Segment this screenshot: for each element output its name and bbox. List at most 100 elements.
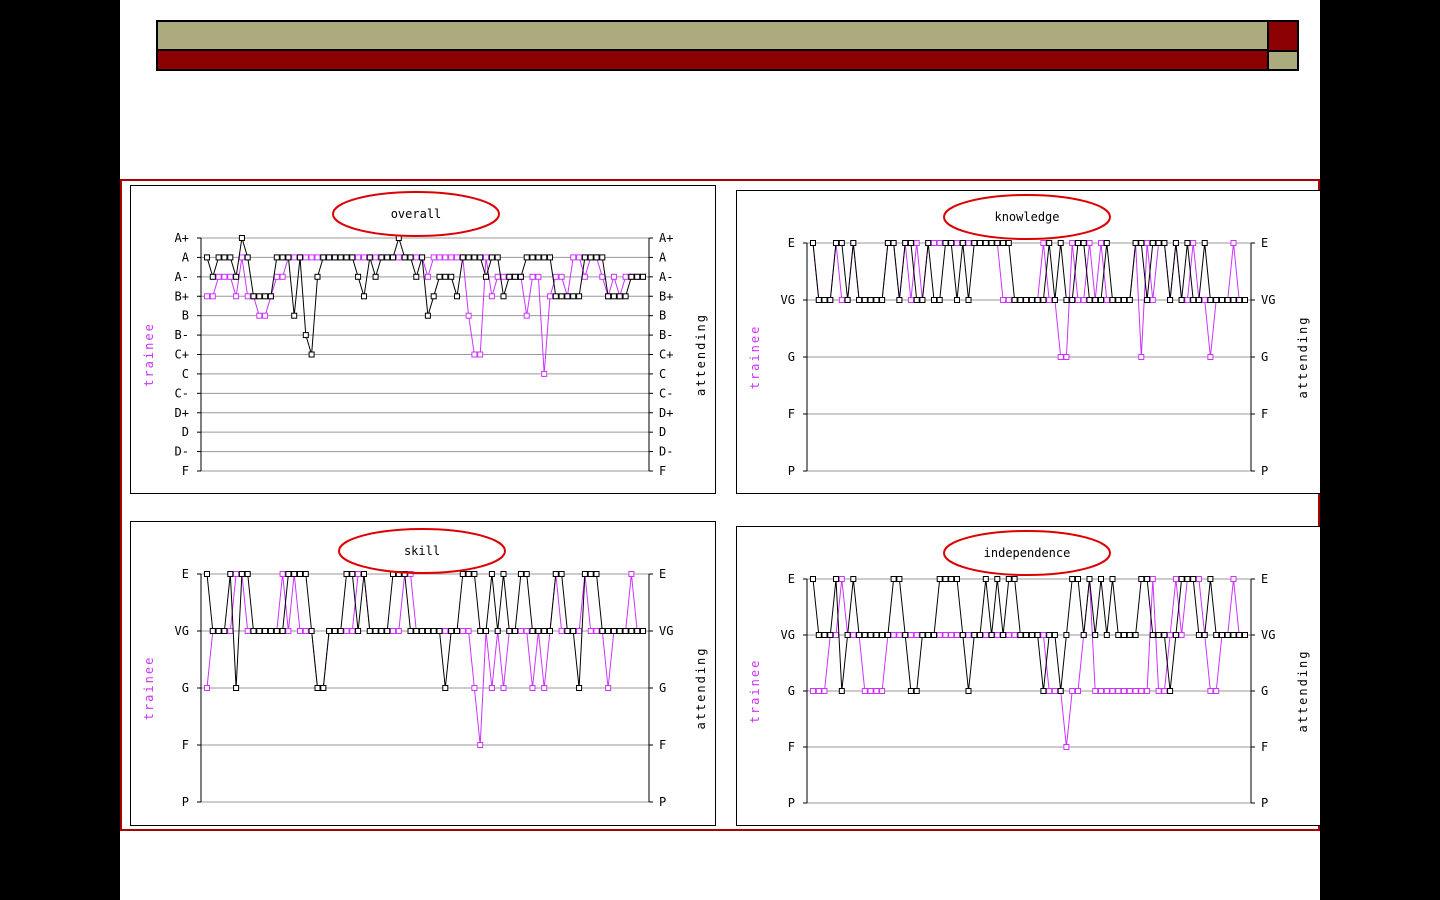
data-point-attending <box>959 632 966 638</box>
data-point-trainee <box>209 293 216 300</box>
data-point-trainee <box>529 273 536 280</box>
data-point-attending <box>465 571 472 577</box>
data-point-attending <box>810 240 816 246</box>
data-point-trainee <box>936 240 943 246</box>
data-point-trainee <box>1069 240 1076 246</box>
data-point-trainee <box>1098 688 1104 694</box>
data-point-trainee <box>390 628 396 634</box>
data-point-attending <box>844 297 851 303</box>
data-point-attending <box>512 273 519 280</box>
axis-label-attending: attending <box>1296 649 1310 732</box>
data-point-attending <box>209 273 216 280</box>
data-point-attending <box>297 254 303 261</box>
tick-label-left: E <box>788 236 795 250</box>
data-point-attending <box>262 293 269 300</box>
data-point-attending <box>640 273 646 280</box>
chart-overall: A+ A+ A A A- A- B+ B+ B B B- B- C+ C+ C C C- C- D+ D+ D D D- D-… <box>142 191 708 478</box>
data-point-trainee <box>1149 576 1156 582</box>
data-point-attending <box>465 254 472 261</box>
tick-label-left: E <box>182 567 189 581</box>
data-point-attending <box>442 685 449 691</box>
data-point-trainee <box>1011 632 1018 638</box>
axis-label-attending: attending <box>694 646 708 729</box>
data-point-attending <box>407 254 414 261</box>
data-point-trainee <box>1051 688 1058 694</box>
data-point-attending <box>1005 576 1012 582</box>
data-point-trainee <box>1086 240 1093 246</box>
data-point-trainee <box>1195 576 1202 582</box>
data-point-attending <box>838 688 845 694</box>
data-point-attending <box>1023 632 1030 638</box>
data-point-attending <box>1236 632 1243 638</box>
data-point-attending <box>413 273 420 280</box>
tick-label-left: E <box>788 572 795 586</box>
data-point-trainee <box>954 240 960 246</box>
data-point-attending <box>1219 632 1225 638</box>
data-point-attending <box>1011 297 1018 303</box>
tick-label-left: G <box>788 684 795 698</box>
data-point-attending <box>523 571 530 577</box>
data-point-attending <box>372 273 379 280</box>
data-point-attending <box>366 628 373 634</box>
data-point-attending <box>1034 632 1041 638</box>
data-point-attending <box>361 571 367 577</box>
data-point-attending <box>291 312 298 319</box>
data-point-attending <box>448 628 455 634</box>
data-point-trainee <box>942 632 949 638</box>
data-point-attending <box>1207 576 1214 582</box>
data-point-attending <box>215 628 222 634</box>
data-point-attending <box>326 254 333 261</box>
data-point-attending <box>384 628 391 634</box>
axis-label-attending: attending <box>694 313 708 396</box>
data-point-trainee <box>204 293 210 300</box>
data-point-trainee <box>1046 688 1053 694</box>
axis-label-trainee: trainee <box>142 322 156 387</box>
data-point-trainee <box>233 293 240 300</box>
data-point-trainee <box>873 688 880 694</box>
data-point-trainee <box>1063 744 1070 750</box>
data-point-attending <box>587 254 594 261</box>
data-point-trainee <box>1080 297 1087 303</box>
data-point-trainee <box>896 632 903 638</box>
data-point-attending <box>1149 632 1156 638</box>
data-point-attending <box>879 297 886 303</box>
data-point-trainee <box>355 571 362 577</box>
data-point-attending <box>547 628 553 634</box>
data-point-attending <box>576 685 583 691</box>
data-point-attending <box>1063 297 1070 303</box>
data-point-trainee <box>936 632 943 638</box>
data-point-attending <box>337 254 344 261</box>
data-point-attending <box>424 312 431 319</box>
tick-label-right: C <box>659 367 666 381</box>
data-point-attending <box>570 628 577 634</box>
tick-label-right: A <box>659 250 667 264</box>
data-point-attending <box>815 297 822 303</box>
data-point-trainee <box>1161 688 1168 694</box>
data-point-attending <box>552 571 559 577</box>
tick-label-right: C+ <box>659 348 673 362</box>
data-point-attending <box>628 273 635 280</box>
data-point-attending <box>856 297 863 303</box>
data-point-attending <box>314 273 321 280</box>
data-point-attending <box>931 297 937 303</box>
data-point-trainee <box>1178 632 1185 638</box>
data-point-attending <box>954 576 960 582</box>
data-point-attending <box>564 628 571 634</box>
data-point-attending <box>1115 297 1122 303</box>
data-point-trainee <box>233 571 240 577</box>
data-point-attending <box>401 254 408 261</box>
data-point-attending <box>1224 632 1231 638</box>
data-point-attending <box>547 254 553 261</box>
data-point-attending <box>884 240 891 246</box>
data-point-attending <box>355 628 362 634</box>
data-point-attending <box>879 632 886 638</box>
data-point-trainee <box>494 273 501 280</box>
data-point-attending <box>291 571 298 577</box>
chart-title: knowledge <box>994 210 1059 224</box>
data-point-trainee <box>628 571 635 577</box>
data-point-trainee <box>1190 240 1197 246</box>
data-point-attending <box>581 571 588 577</box>
data-point-trainee <box>285 628 292 634</box>
data-point-attending <box>902 240 909 246</box>
tick-label-left: VG <box>175 624 189 638</box>
